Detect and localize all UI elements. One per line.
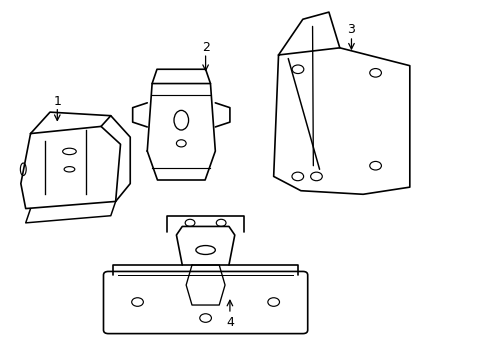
Text: 3: 3 [347,23,355,36]
Text: 2: 2 [201,41,209,54]
Text: 4: 4 [225,316,233,329]
Text: 1: 1 [53,95,61,108]
